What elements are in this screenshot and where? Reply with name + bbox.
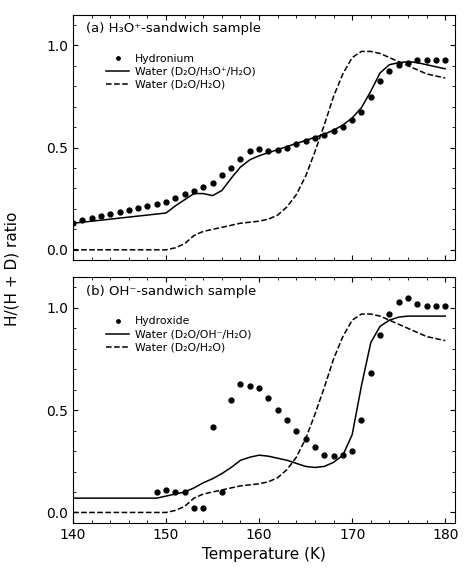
Legend: Hydroxide, Water (D₂O/OH⁻/H₂O), Water (D₂O/H₂O): Hydroxide, Water (D₂O/OH⁻/H₂O), Water (D…	[101, 312, 256, 357]
X-axis label: Temperature (K): Temperature (K)	[202, 547, 326, 562]
Text: H/(H + D) ratio: H/(H + D) ratio	[4, 211, 19, 326]
Text: (b) OH⁻-sandwich sample: (b) OH⁻-sandwich sample	[86, 284, 257, 298]
Legend: Hydronium, Water (D₂O/H₃O⁺/H₂O), Water (D₂O/H₂O): Hydronium, Water (D₂O/H₃O⁺/H₂O), Water (…	[101, 50, 260, 94]
Text: (a) H₃O⁺-sandwich sample: (a) H₃O⁺-sandwich sample	[86, 22, 261, 35]
